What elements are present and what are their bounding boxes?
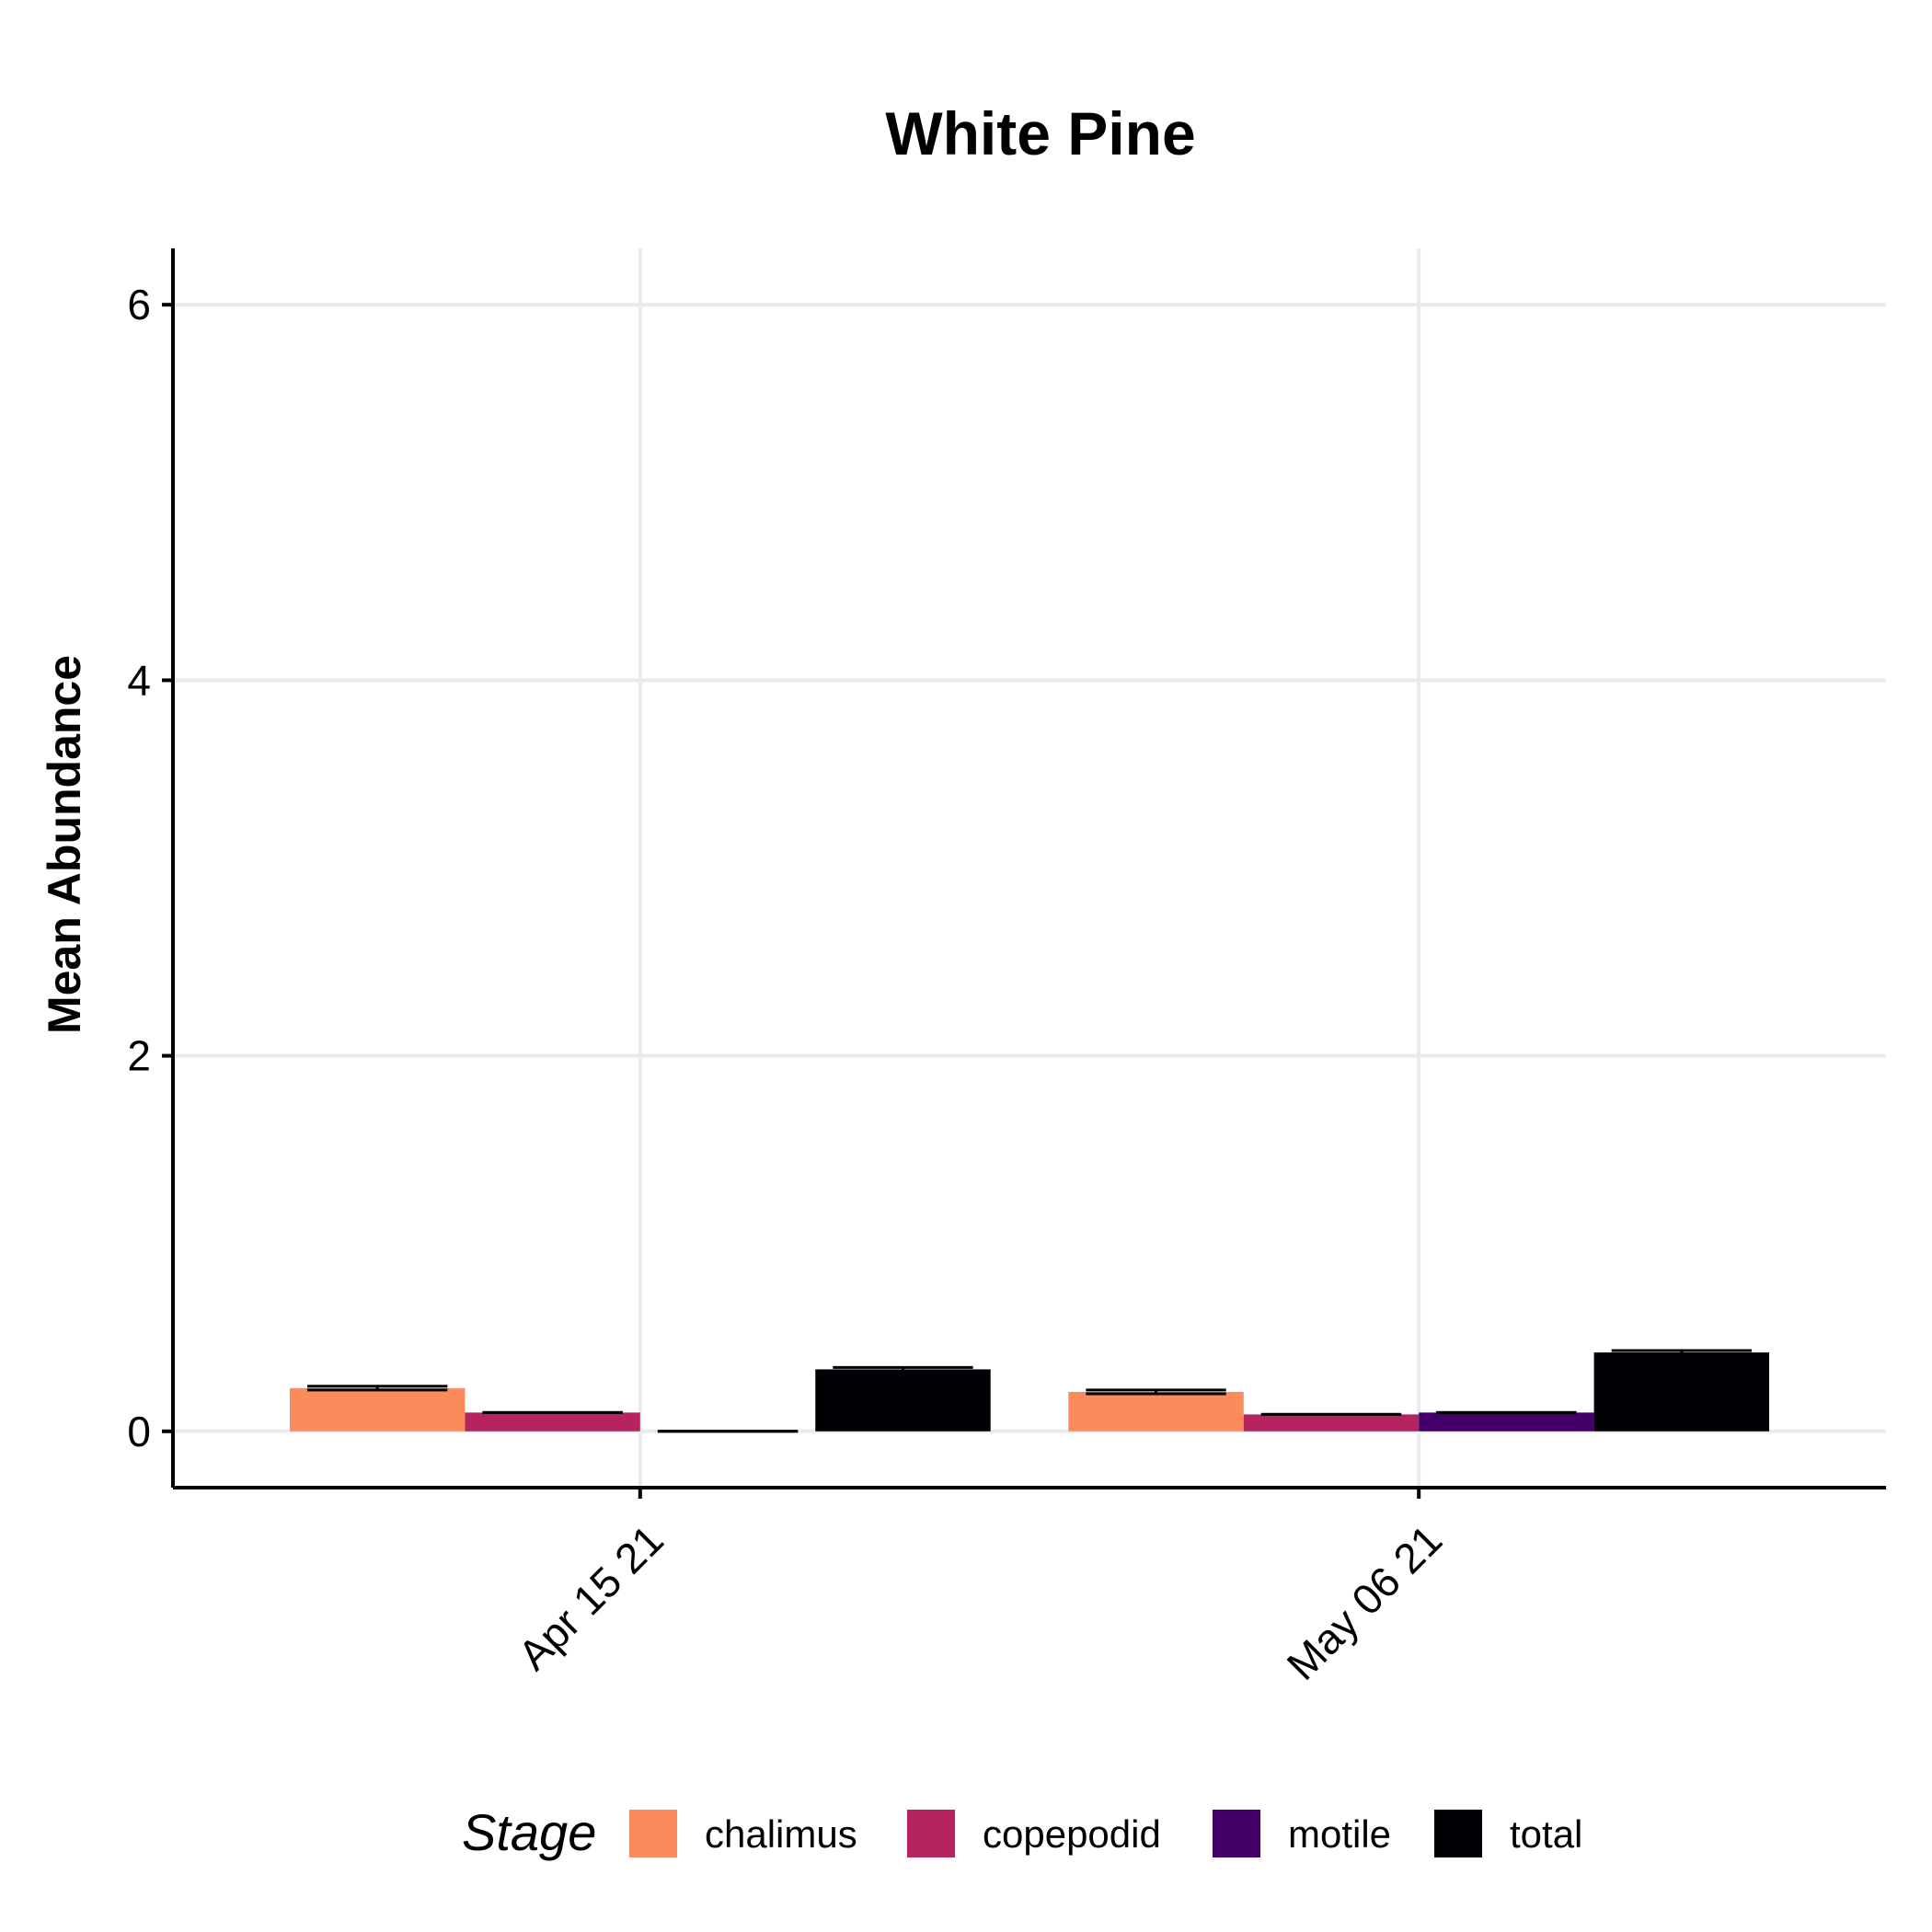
axes: 0 2 4 6 Apr 15 21 May 06 21 [127, 248, 1886, 1689]
y-tick-label: 4 [127, 656, 151, 704]
bar-total [815, 1369, 991, 1432]
legend-key-total [1434, 1810, 1482, 1857]
legend: Stage chalimus copepodid motile total [462, 1803, 1582, 1861]
y-tick-label: 2 [127, 1032, 151, 1080]
x-tick-label: Apr 15 21 [509, 1515, 673, 1679]
legend-key-chalimus [629, 1810, 677, 1857]
legend-key-copepodid [907, 1810, 955, 1857]
bars [289, 1349, 1770, 1433]
legend-title: Stage [462, 1803, 596, 1861]
bar-chalimus [289, 1387, 466, 1432]
legend-key-motile [1213, 1810, 1260, 1857]
legend-label-copepodid: copepodid [983, 1812, 1161, 1856]
legend-label-motile: motile [1288, 1812, 1391, 1856]
y-tick-label: 0 [127, 1408, 151, 1455]
grid [173, 248, 1886, 1488]
bar-copepodid [1243, 1414, 1420, 1432]
bar-total [1593, 1352, 1770, 1432]
legend-label-total: total [1510, 1812, 1582, 1856]
y-axis-label: Mean Abundance [39, 655, 90, 1034]
bar-motile [1419, 1412, 1594, 1432]
y-tick-label: 6 [127, 281, 151, 328]
chart-title: White Pine [885, 99, 1195, 167]
x-tick-label: May 06 21 [1278, 1515, 1452, 1689]
legend-label-chalimus: chalimus [705, 1812, 857, 1856]
bar-copepodid [465, 1412, 640, 1432]
bar-chalimus [1068, 1391, 1244, 1432]
